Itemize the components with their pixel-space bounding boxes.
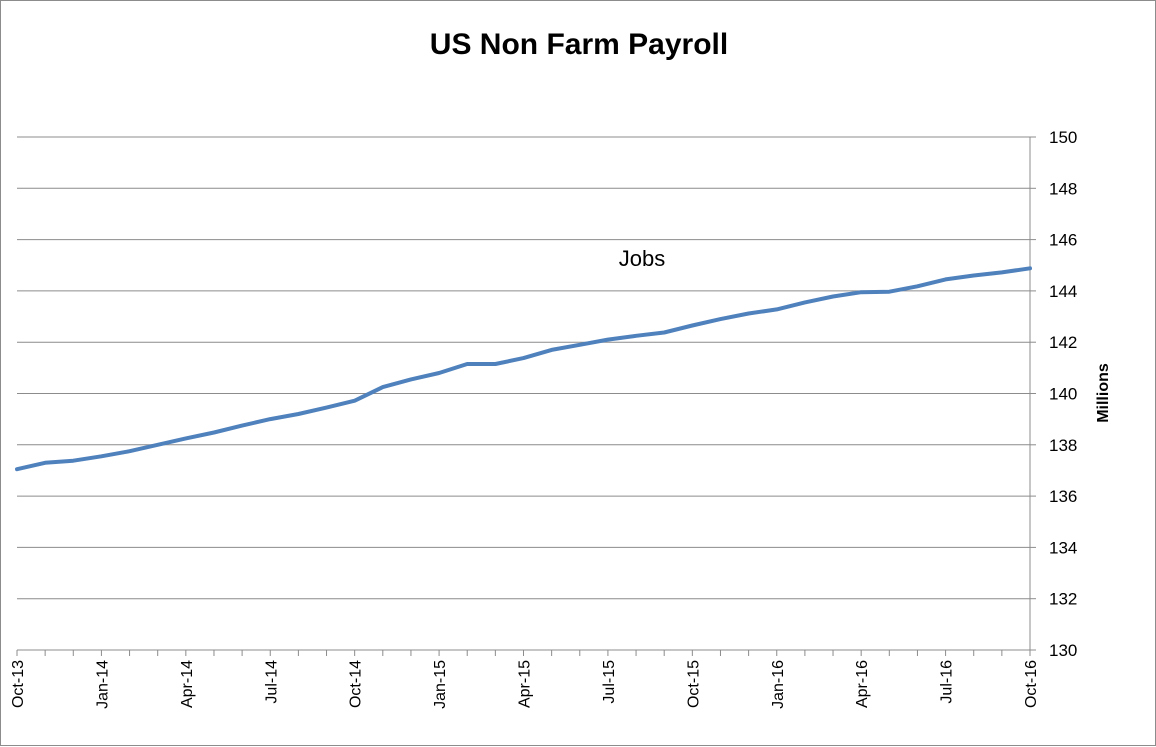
y-tick-labels: 130 132 134 136 138 140 142 144 146 148 150	[1049, 128, 1077, 660]
y-tick-label: 132	[1049, 590, 1077, 609]
series-line-0	[17, 268, 1030, 469]
x-tick-label: Oct-15	[685, 660, 702, 708]
series-label-jobs: Jobs	[619, 246, 665, 271]
y-tick-label: 148	[1049, 179, 1077, 198]
x-tick-label: Jul-15	[601, 660, 618, 704]
x-tick-label: Jan-16	[770, 660, 787, 709]
x-tick-label: Oct-16	[1023, 660, 1040, 708]
y-tick-label: 150	[1049, 128, 1077, 147]
chart-title: US Non Farm Payroll	[430, 28, 728, 61]
x-tick-label: Oct-13	[10, 660, 27, 708]
y-tick-label: 138	[1049, 436, 1077, 455]
y-axis-label: Millions	[1095, 363, 1112, 423]
x-tick-label: Jan-15	[432, 660, 449, 709]
x-tick-label: Jul-14	[263, 660, 280, 704]
series	[17, 268, 1030, 469]
x-tick-labels: Oct-13 Jan-14 Apr-14 Jul-14 Oct-14 Jan-15 Apr-…	[10, 660, 1040, 709]
x-tick-label: Oct-14	[348, 660, 365, 708]
y-tick-label: 146	[1049, 231, 1077, 250]
y-tick-label: 136	[1049, 487, 1077, 506]
axes	[17, 137, 1036, 656]
gridlines	[17, 137, 1030, 599]
x-tick-label: Apr-15	[517, 660, 534, 708]
x-tick-label: Jul-16	[939, 660, 956, 704]
x-tick-label: Apr-14	[179, 660, 196, 708]
x-tick-label: Jan-14	[94, 660, 111, 709]
x-tick-label: Apr-16	[854, 660, 871, 708]
y-tick-label: 130	[1049, 641, 1077, 660]
y-tick-label: 144	[1049, 282, 1077, 301]
y-tick-label: 142	[1049, 333, 1077, 352]
y-tick-label: 140	[1049, 385, 1077, 404]
y-tick-label: 134	[1049, 538, 1077, 557]
